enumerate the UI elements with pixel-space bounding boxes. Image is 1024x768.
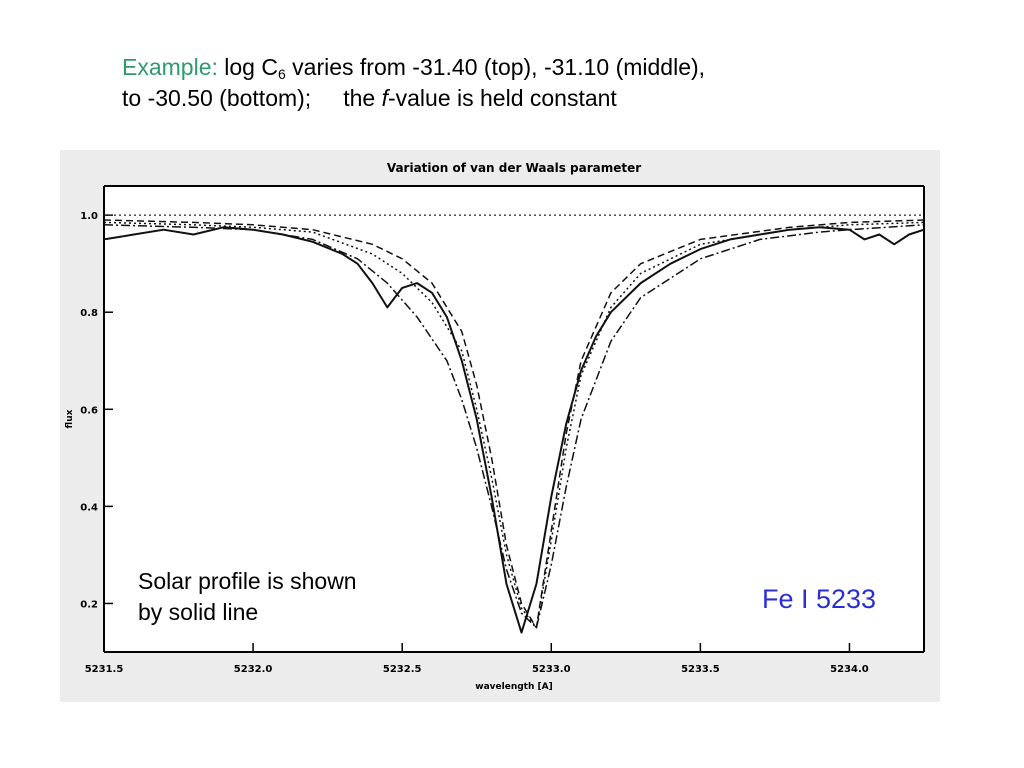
series-line-dashed	[103, 219, 925, 629]
slide-caption: Example: log C6 varies from -31.40 (top)…	[122, 52, 705, 114]
caption-line-2b: the	[343, 85, 382, 111]
caption-subscript: 6	[277, 66, 286, 82]
x-tick-label: 5232.0	[234, 664, 273, 675]
series-line-dotted	[103, 221, 925, 629]
caption-line-2: to -30.50 (bottom); the f-value is held c…	[122, 83, 705, 114]
chart-title: Variation of van der Waals parameter	[387, 161, 641, 175]
x-axis-label: wavelength [A]	[475, 682, 552, 692]
caption-line-1: Example: log C6 varies from -31.40 (top)…	[122, 52, 705, 83]
y-axis-label: flux	[65, 409, 75, 428]
note-line-1: Solar profile is shown	[138, 568, 357, 594]
series-line-dashdot	[103, 224, 925, 629]
x-tick-label: 5231.5	[85, 664, 124, 675]
annotation-note: Solar profile is shown by solid line	[138, 566, 357, 628]
y-tick-label: 0.8	[80, 308, 98, 319]
caption-text-1: log C	[217, 54, 278, 80]
x-tick-label: 5233.5	[681, 664, 720, 675]
x-tick-label: 5233.0	[532, 664, 571, 675]
x-tick-label: 5234.0	[830, 664, 869, 675]
y-tick-label: 0.2	[80, 599, 98, 610]
series-line-solid	[103, 226, 925, 634]
y-tick-label: 0.6	[80, 405, 98, 416]
x-tick-label: 5232.5	[383, 664, 422, 675]
caption-line-2c: -value is held constant	[387, 85, 617, 111]
caption-italic-f: f	[381, 85, 388, 111]
y-tick-label: 0.4	[80, 502, 98, 513]
caption-lead: Example:	[122, 54, 218, 80]
note-line-2: by solid line	[138, 599, 259, 625]
caption-line-2a: to -30.50 (bottom);	[122, 85, 312, 111]
plot-area	[104, 186, 924, 652]
caption-text-2: varies from -31.40 (top), -31.10 (middle…	[285, 54, 706, 80]
y-tick-label: 1.0	[80, 211, 98, 222]
flux-chart: Variation of van der Waals parameter wav…	[65, 161, 925, 692]
element-label: Fe I 5233	[762, 584, 877, 614]
